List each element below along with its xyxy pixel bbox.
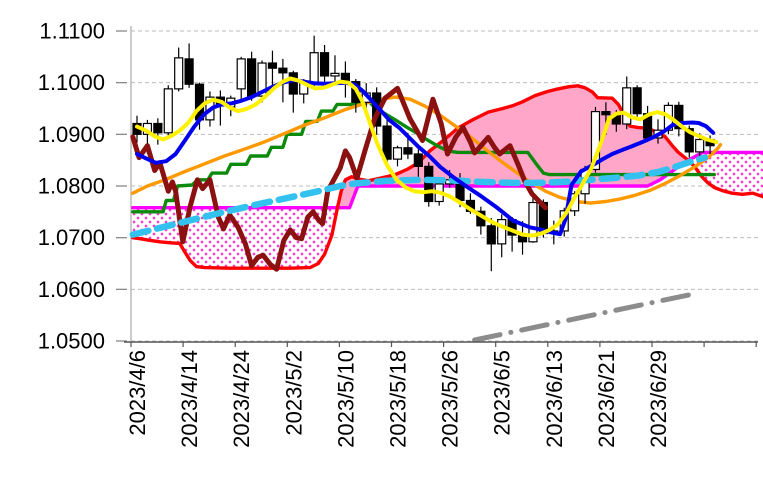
- candle-down: [288, 72, 298, 95]
- candle-up: [528, 201, 538, 243]
- x-axis-label: 2023/4/14: [177, 350, 202, 448]
- x-axis-label: 2023/5/18: [386, 350, 411, 448]
- candle-up: [236, 58, 246, 90]
- candle-up: [174, 57, 184, 90]
- candle-down: [413, 153, 423, 167]
- x-axis-label: 2023/6/21: [594, 350, 619, 448]
- gray-dashdot-trend: [472, 291, 698, 343]
- candle-down: [153, 122, 163, 134]
- candle-up: [163, 88, 173, 134]
- magenta-span-b: [131, 150, 763, 210]
- x-axis-label: 2023/6/29: [646, 350, 671, 448]
- y-axis-label: 1.0500: [38, 329, 105, 354]
- gridlines: 1.1100 1.1000 1.0900 1.0800 1.0700 1.0600 1.05…: [38, 19, 758, 354]
- x-axis-label: 2023/6/13: [542, 350, 567, 448]
- x-axis-label: 2023/6/5: [490, 350, 515, 436]
- candle-up: [497, 218, 507, 245]
- x-axis-label: 2023/4/6: [125, 350, 150, 436]
- candle-down: [247, 58, 257, 97]
- y-axis-label: 1.0700: [38, 225, 105, 250]
- green-line: [131, 100, 716, 214]
- candle-up: [309, 52, 319, 84]
- candle-up: [392, 147, 403, 160]
- x-axis-label: 2023/4/24: [229, 350, 254, 448]
- candle-down: [632, 87, 642, 115]
- candle-down: [403, 147, 413, 155]
- y-axis-label: 1.0900: [38, 122, 105, 147]
- candle-up: [257, 62, 267, 97]
- candle-down: [486, 225, 496, 245]
- y-axis-label: 1.0800: [38, 174, 105, 199]
- candle-down: [674, 104, 684, 130]
- candle-down: [684, 128, 694, 153]
- y-axis-label: 1.1000: [38, 70, 105, 95]
- y-axis-label: 1.1100: [39, 19, 105, 44]
- candle-down: [184, 58, 194, 85]
- x-axis-labels: 2023/4/6 2023/4/14 2023/4/24 2023/5/2 2023/5…: [125, 350, 671, 448]
- y-axis-label: 1.0600: [38, 277, 105, 302]
- candle-up: [590, 110, 601, 171]
- cyan-dashed-trend: [129, 154, 709, 238]
- candle-down: [267, 62, 278, 69]
- red-span-a: [131, 84, 763, 270]
- candle-down: [319, 52, 330, 77]
- x-axis-label: 2023/5/2: [281, 350, 306, 436]
- x-axis-label: 2023/5/10: [333, 350, 358, 448]
- cloud-bearish-region: [688, 152, 763, 197]
- candle-up: [695, 138, 705, 153]
- candle-down: [382, 125, 392, 160]
- yellow-line: [135, 76, 719, 238]
- candle-up: [622, 87, 632, 125]
- candle-down: [601, 110, 611, 116]
- candle-up: [330, 72, 340, 77]
- candle-down: [278, 67, 288, 74]
- x-axis-label: 2023/5/26: [438, 350, 463, 448]
- candle-down: [424, 165, 434, 203]
- dark-red-zigzag: [130, 85, 548, 272]
